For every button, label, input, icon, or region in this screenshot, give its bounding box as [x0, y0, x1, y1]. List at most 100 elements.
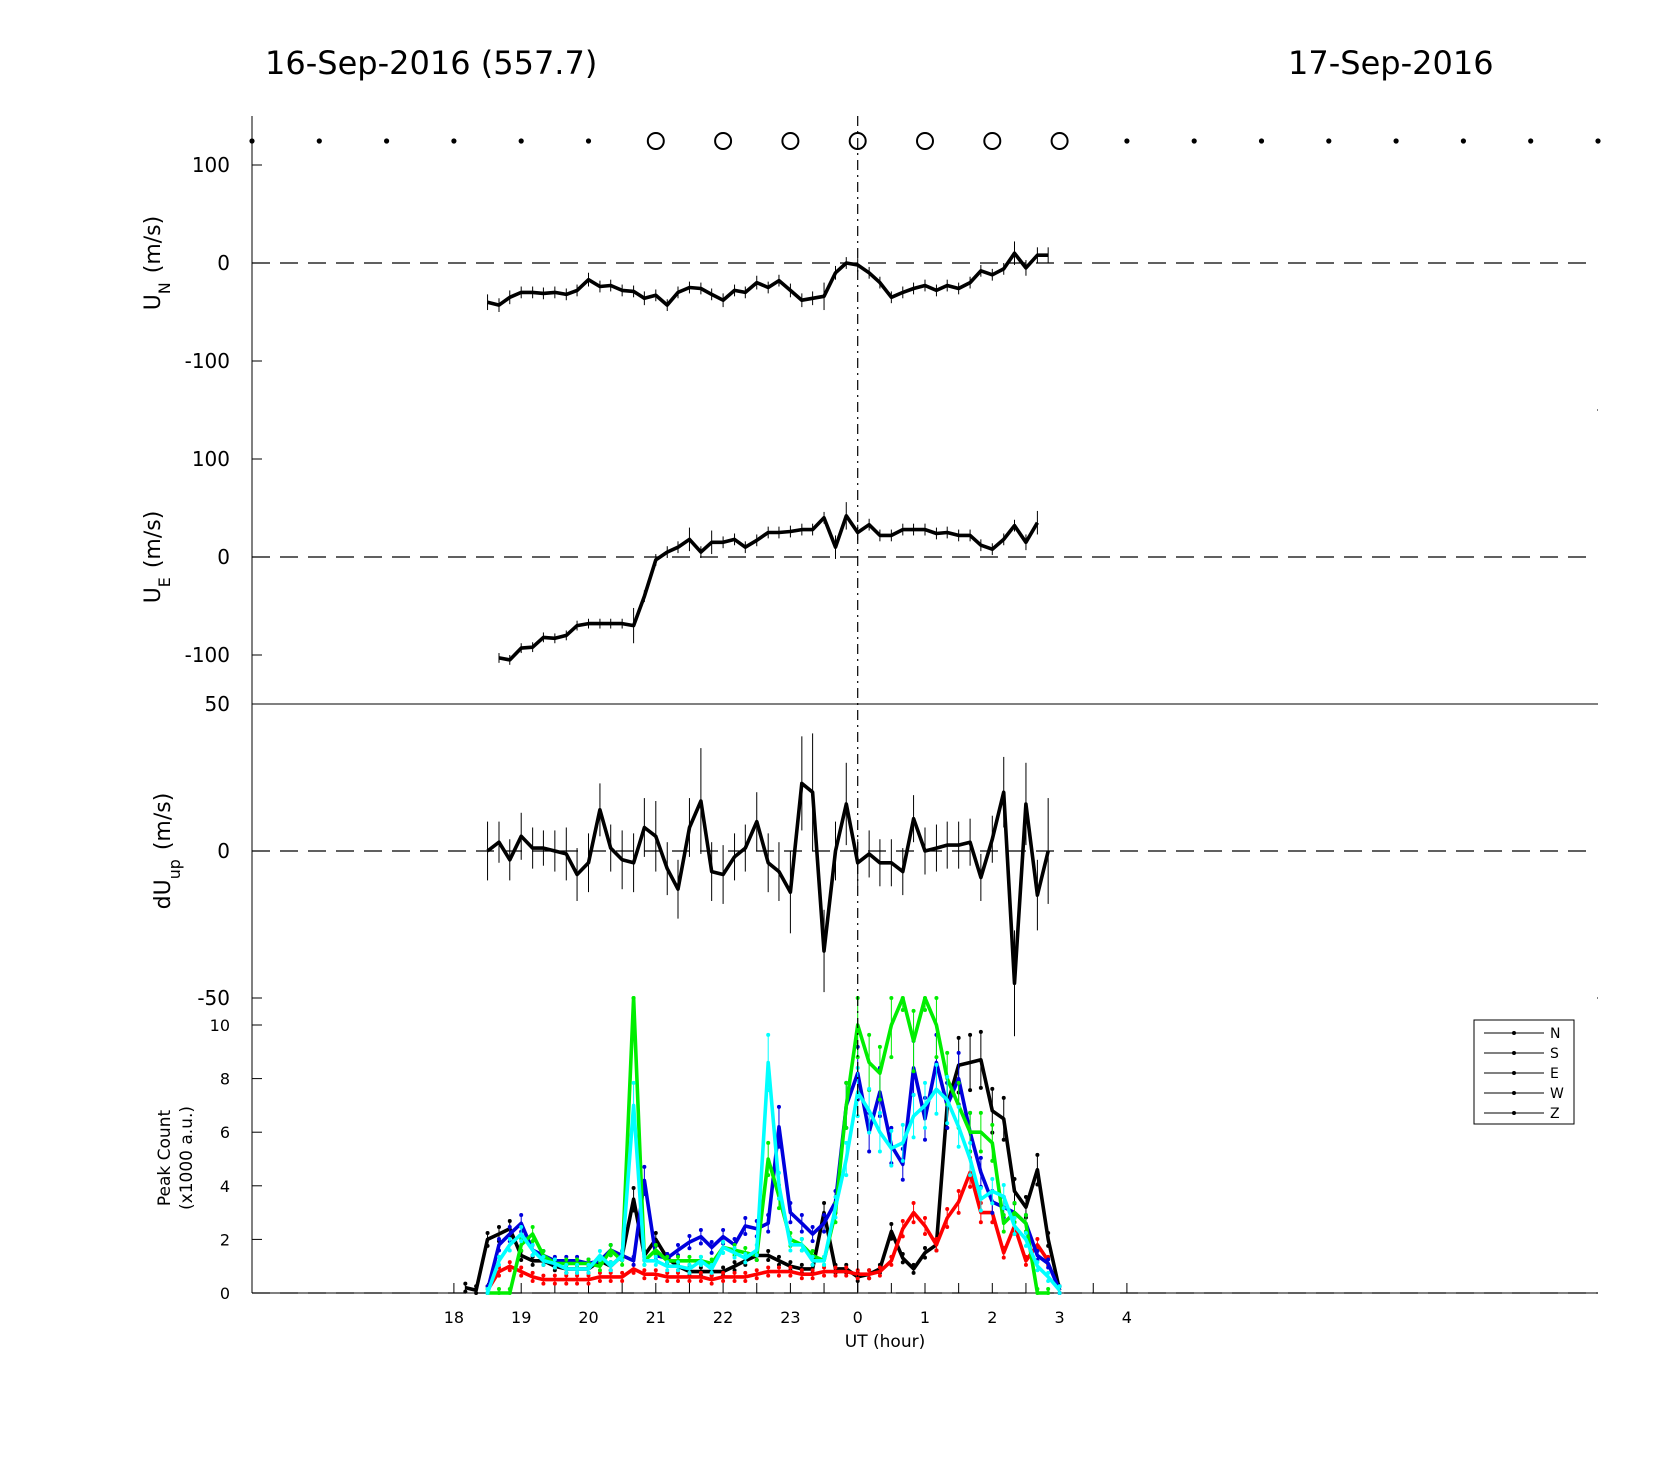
pc-point-Z — [519, 1239, 524, 1244]
pc-point-W — [766, 1140, 771, 1145]
pc-point-Z — [665, 1260, 670, 1265]
moon-dot-marker — [1326, 138, 1332, 144]
moon-circle-marker — [916, 132, 934, 150]
pc-point-Z — [709, 1270, 714, 1275]
pc-point-W — [978, 1149, 983, 1154]
legend-label-Z: Z — [1550, 1106, 1560, 1122]
pc-point-S — [519, 1265, 524, 1270]
pc-point-N — [923, 1245, 927, 1250]
panel-dup: 50 0 -50 dUup (m/s) — [151, 692, 1598, 1037]
pc-point-W — [934, 1055, 939, 1060]
pc-point-W — [968, 1110, 973, 1115]
pc-point-W — [597, 1268, 602, 1273]
pc-point-Z — [631, 1080, 636, 1085]
left-date-title: 16-Sep-2016 (557.7) — [265, 44, 598, 82]
pc-point-Z — [945, 1121, 950, 1126]
pc-point-S — [877, 1273, 882, 1278]
legend-dot-N — [1512, 1031, 1516, 1035]
pc-point-Z — [687, 1262, 692, 1267]
pc-point-S — [1023, 1262, 1028, 1267]
pc-point-Z — [788, 1248, 793, 1253]
pc-point-S — [911, 1200, 916, 1205]
pc-point-S — [732, 1270, 737, 1275]
pc-point-Z — [1001, 1206, 1006, 1211]
pc-point-E — [709, 1239, 714, 1244]
pc-point-W — [1012, 1200, 1017, 1205]
pc-point-W — [867, 1032, 872, 1037]
pc-point-Z — [889, 1163, 894, 1168]
pc-y-tick-label: 2 — [220, 1230, 230, 1249]
pc-point-W — [889, 996, 894, 1000]
pc-x-tick-label: 22 — [713, 1308, 733, 1327]
pc-series-line-Z — [485, 1060, 1061, 1294]
pc-point-Z — [799, 1236, 804, 1241]
moon-dot-marker — [1460, 138, 1466, 144]
dup-panel-series-line — [486, 781, 1050, 986]
pc-point-Z — [519, 1224, 524, 1229]
pc-point-Z — [844, 1173, 849, 1178]
pc-point-Z — [900, 1158, 905, 1163]
ue-panel-y-tick-label: 100 — [192, 447, 230, 471]
pc-point-N — [911, 1270, 916, 1275]
pc-point-S — [788, 1273, 793, 1278]
pc-point-N — [653, 1230, 658, 1235]
pc-point-N — [530, 1262, 535, 1267]
pc-point-E — [519, 1212, 524, 1217]
pc-point-Z — [586, 1270, 591, 1275]
pc-point-Z — [934, 1111, 939, 1116]
moon-dot-marker — [451, 138, 457, 144]
pc-point-Z — [900, 1122, 905, 1127]
pc-point-Z — [676, 1268, 681, 1273]
pc-point-W — [911, 1069, 916, 1074]
pc-point-S — [743, 1278, 748, 1283]
pc-point-S — [833, 1273, 838, 1278]
pc-point-Z — [990, 1176, 995, 1181]
pc-point-S — [642, 1276, 647, 1281]
pc-point-S — [923, 1232, 927, 1237]
pc-point-E — [687, 1233, 692, 1238]
pc-point-Z — [698, 1262, 703, 1267]
un-panel-y-tick-label: 100 — [192, 153, 230, 177]
pc-point-W — [911, 1008, 916, 1013]
pc-point-Z — [810, 1262, 815, 1267]
pc-point-E — [507, 1224, 512, 1229]
moon-dot-marker — [1528, 138, 1534, 144]
pc-point-S — [1035, 1236, 1040, 1241]
pc-point-E — [698, 1227, 703, 1232]
pc-point-S — [519, 1273, 524, 1278]
pc-point-S — [732, 1278, 737, 1283]
pc-point-N — [519, 1257, 524, 1262]
pc-x-tick-label: 2 — [987, 1308, 997, 1327]
pc-point-W — [676, 1254, 681, 1259]
pc-point-W — [732, 1242, 737, 1247]
pc-point-S — [507, 1268, 512, 1273]
pc-point-Z — [923, 1125, 927, 1130]
pc-point-Z — [575, 1270, 580, 1275]
pc-point-W — [956, 1080, 961, 1085]
pc-point-W — [620, 1262, 625, 1267]
pc-point-S — [620, 1278, 625, 1283]
pc-point-Z — [968, 1173, 973, 1178]
pc-point-S — [968, 1184, 973, 1189]
pc-point-Z — [732, 1245, 737, 1250]
pc-point-Z — [766, 1032, 771, 1037]
pc-point-W — [575, 1257, 580, 1262]
pc-point-N — [463, 1281, 468, 1286]
pc-point-W — [923, 1007, 927, 1012]
pc-point-S — [530, 1270, 535, 1275]
pc-point-N — [766, 1257, 771, 1262]
pc-point-S — [754, 1268, 759, 1273]
pc-point-S — [698, 1278, 703, 1283]
pc-point-W — [653, 1242, 658, 1247]
pc-point-W — [990, 1122, 995, 1127]
pc-point-W — [564, 1257, 569, 1262]
pc-point-S — [620, 1270, 625, 1275]
pc-point-S — [687, 1278, 692, 1283]
moon-dot-marker — [384, 138, 390, 144]
pc-point-S — [822, 1273, 827, 1278]
moon-dot-marker — [518, 138, 524, 144]
pc-point-W — [743, 1245, 748, 1250]
pc-point-E — [665, 1251, 670, 1256]
pc-point-Z — [867, 1086, 872, 1091]
pc-point-Z — [541, 1262, 546, 1267]
